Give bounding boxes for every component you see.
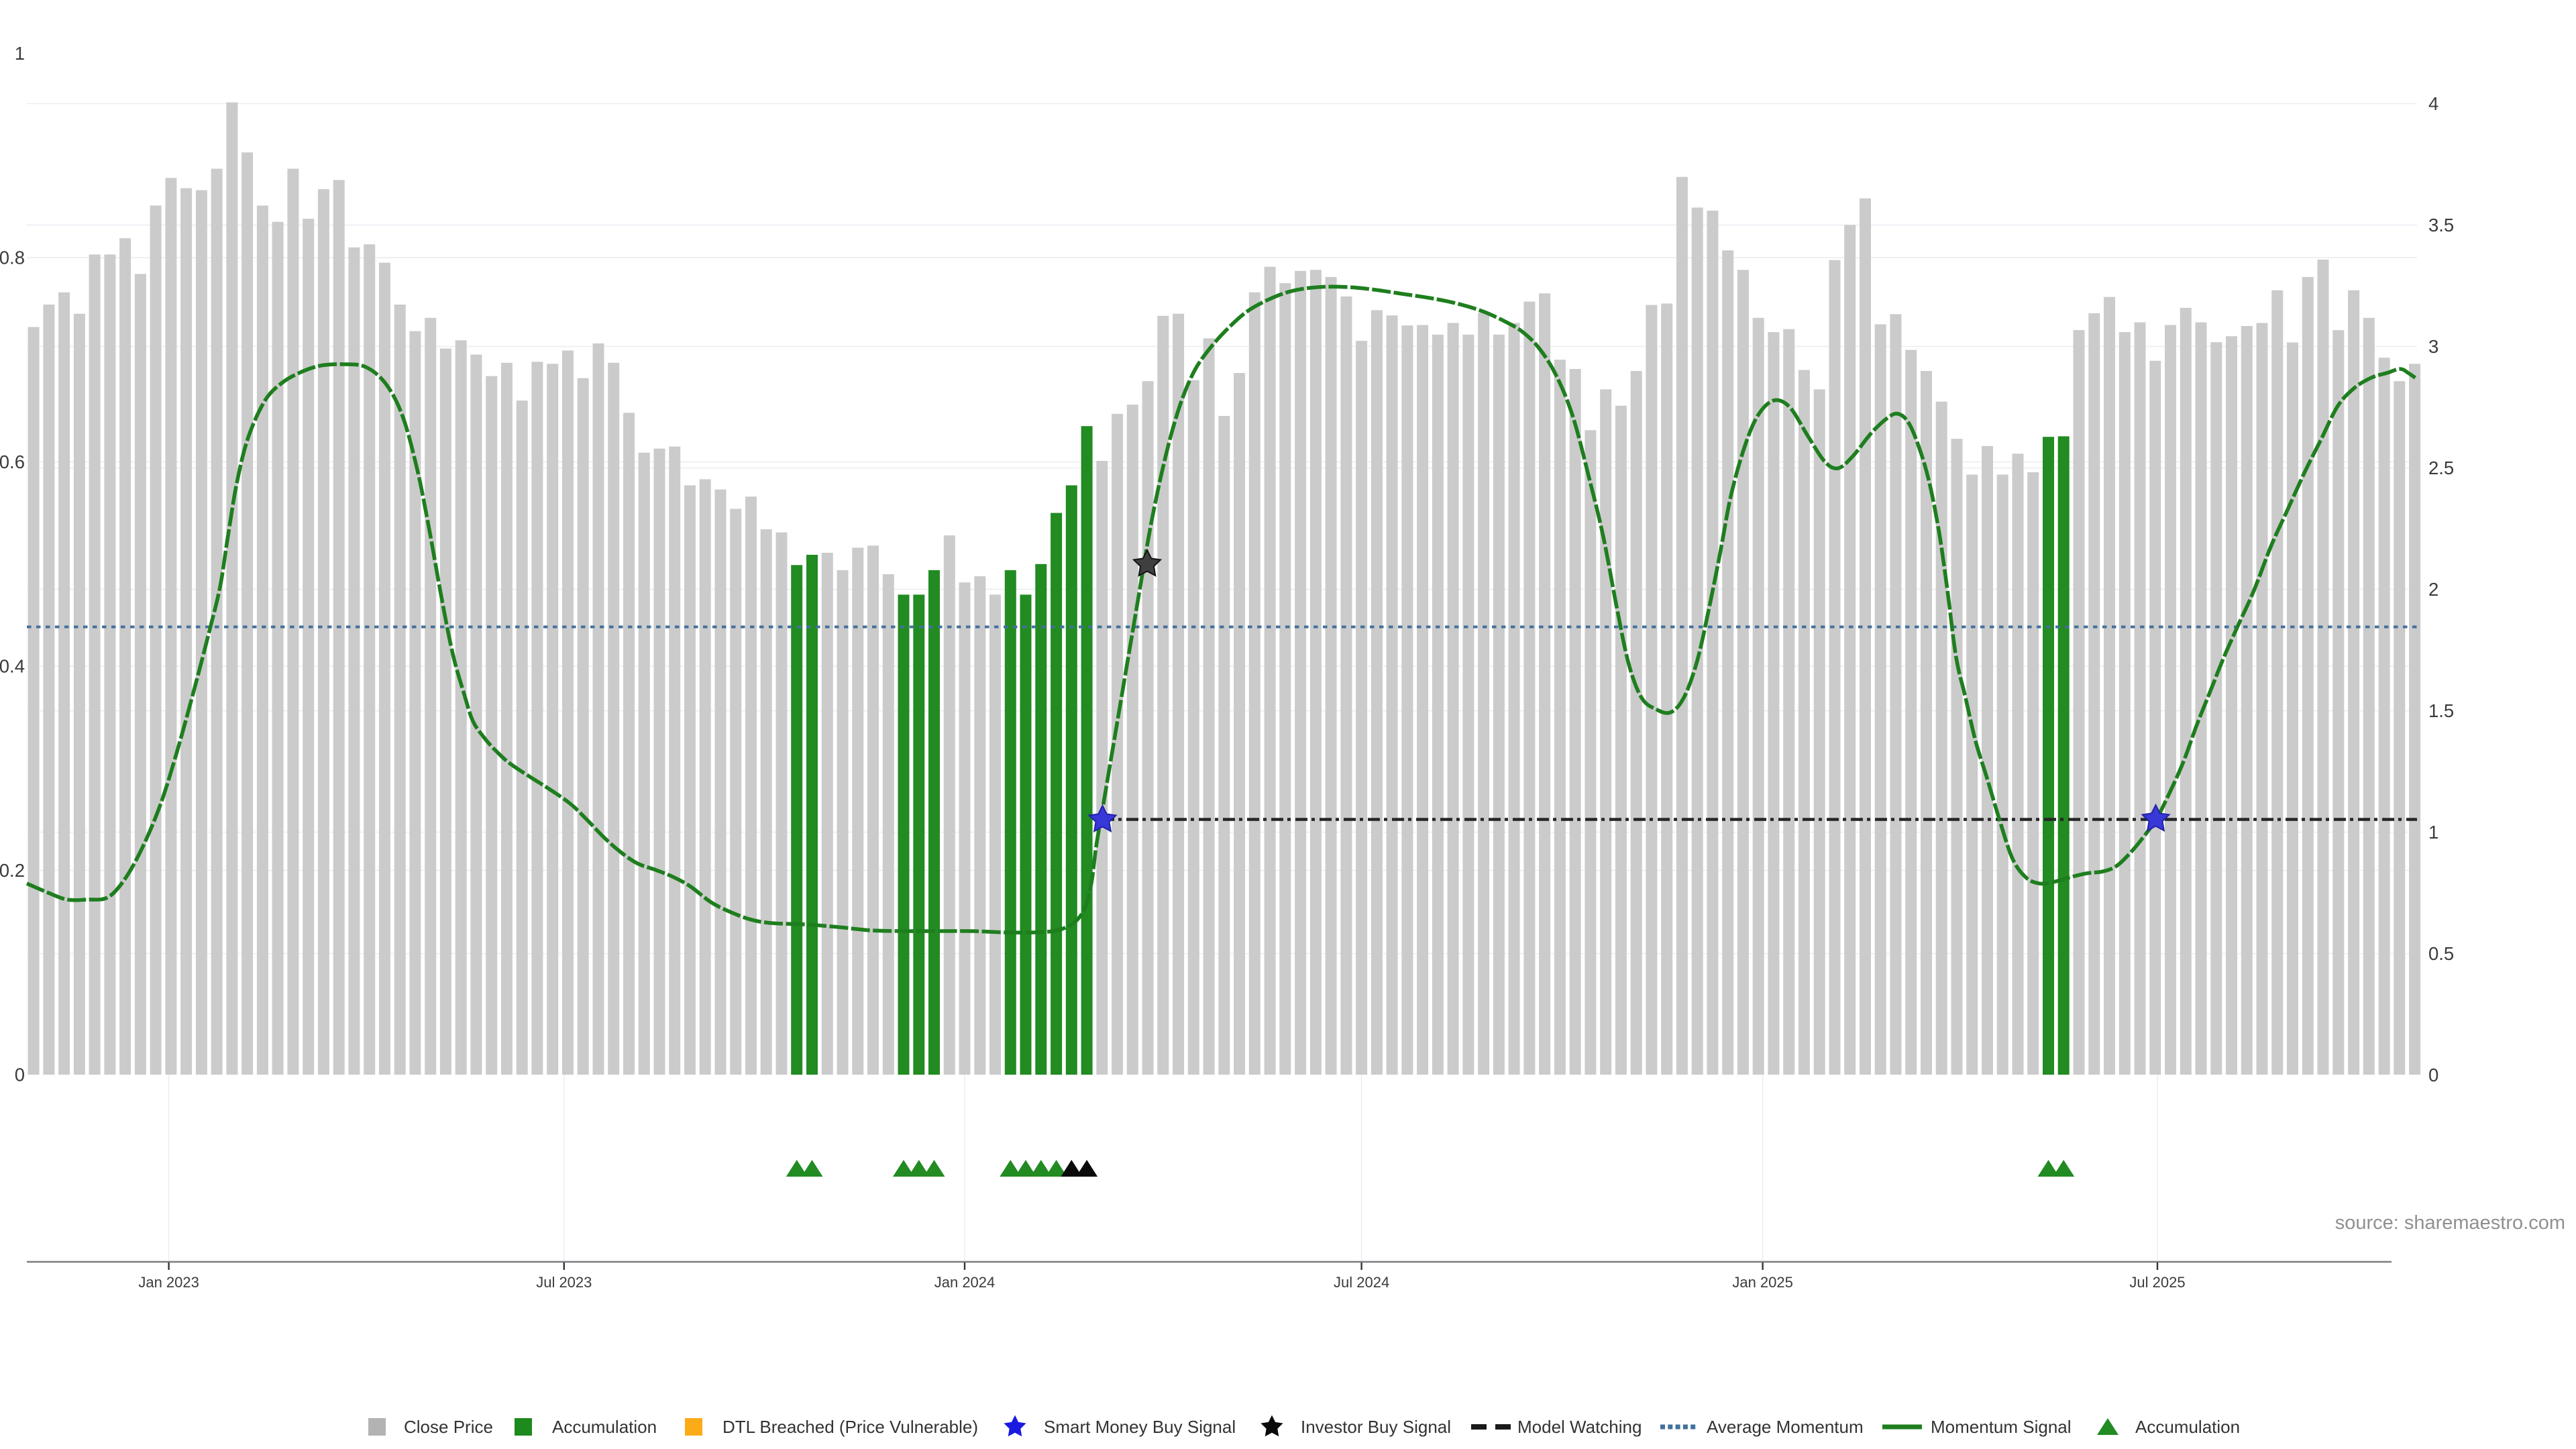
svg-text:Jul 2025: Jul 2025 [2129,1274,2185,1291]
svg-text:Smart Money Buy Signal: Smart Money Buy Signal [1044,1417,1236,1437]
svg-text:1.5: 1.5 [2428,700,2454,721]
svg-text:source: sharemaestro.com: source: sharemaestro.com [2335,1212,2565,1234]
svg-text:0: 0 [2428,1065,2438,1085]
svg-text:0.8: 0.8 [0,248,25,268]
svg-text:DTL Breached (Price Vulnerable: DTL Breached (Price Vulnerable) [722,1417,978,1437]
svg-text:2: 2 [2428,579,2438,600]
svg-text:1: 1 [2428,822,2438,843]
svg-text:0.2: 0.2 [0,860,25,881]
svg-text:Close Price: Close Price [404,1417,493,1437]
svg-text:3: 3 [2428,336,2438,357]
svg-text:0.6: 0.6 [0,451,25,472]
svg-text:Jan 2024: Jan 2024 [934,1274,996,1291]
svg-text:0: 0 [15,1065,25,1085]
svg-text:1: 1 [15,43,25,64]
svg-text:Average Momentum: Average Momentum [1707,1417,1864,1437]
svg-text:Jan 2023: Jan 2023 [138,1274,199,1291]
svg-text:Model Watching: Model Watching [1517,1417,1642,1437]
svg-text:Jul 2024: Jul 2024 [1334,1274,1389,1291]
svg-text:Momentum Signal: Momentum Signal [1931,1417,2072,1437]
svg-text:0.5: 0.5 [2428,943,2454,964]
svg-text:Jan 2025: Jan 2025 [1732,1274,1793,1291]
svg-text:4: 4 [2428,93,2438,114]
svg-text:Accumulation: Accumulation [2135,1417,2240,1437]
svg-text:0.4: 0.4 [0,656,25,677]
svg-text:Accumulation: Accumulation [552,1417,657,1437]
svg-text:Investor Buy Signal: Investor Buy Signal [1301,1417,1451,1437]
svg-text:2.5: 2.5 [2428,458,2454,478]
svg-text:Jul 2023: Jul 2023 [536,1274,592,1291]
svg-text:3.5: 3.5 [2428,215,2454,235]
